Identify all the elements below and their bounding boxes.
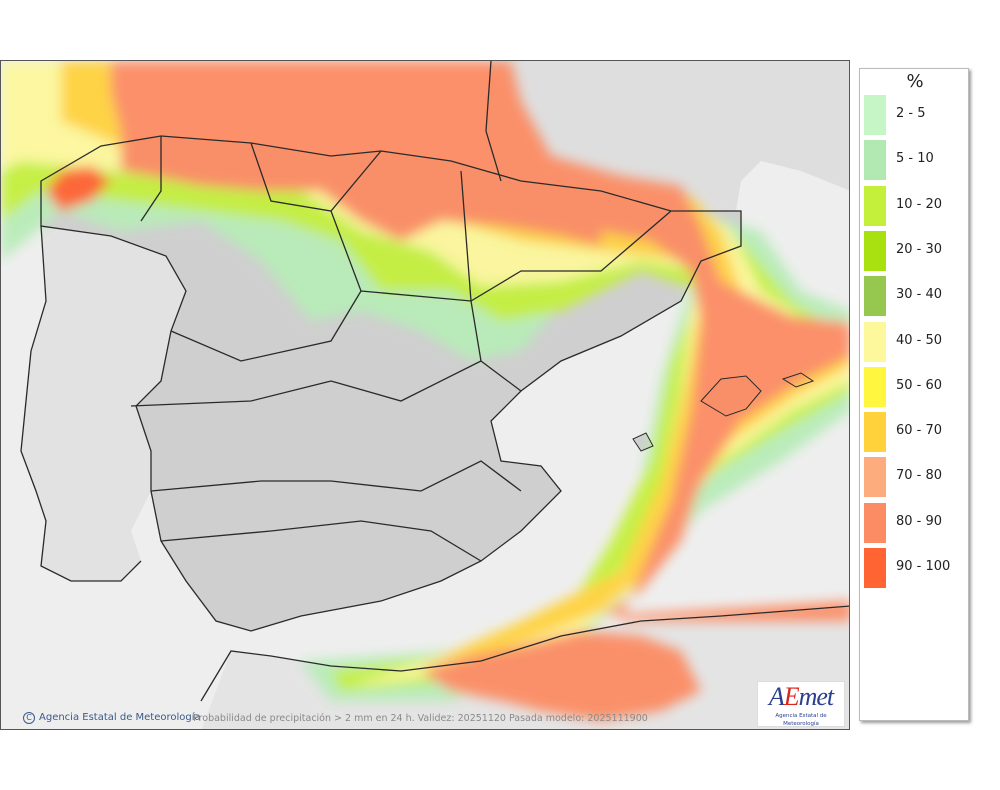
credit-text: Agencia Estatal de Meteorología: [39, 712, 201, 723]
map-frame: C Agencia Estatal de Meteorología Probabi…: [0, 60, 850, 730]
legend-label: 40 - 50: [896, 332, 943, 348]
legend-swatch: [864, 502, 886, 543]
africa-coast: [200, 605, 849, 702]
island-outlines: [632, 372, 815, 452]
legend-item: 30 - 40: [864, 276, 968, 317]
legend-item: 2 - 5: [864, 95, 968, 135]
aemet-credit: C Agencia Estatal de Meteorología: [23, 712, 201, 724]
internal-border-6: [130, 360, 482, 407]
coastline-spain: [40, 135, 742, 632]
logo-word: AEmet: [768, 682, 834, 711]
legend-swatch: [864, 321, 886, 362]
legend-swatch: [864, 140, 886, 181]
legend-item: 70 - 80: [864, 457, 968, 498]
legend-item: 5 - 10: [864, 140, 968, 181]
logo-subtitle: Agencia Estatal de Meteorología: [775, 713, 827, 727]
legend-swatch: [864, 230, 886, 271]
internal-border-7: [150, 460, 522, 492]
legend-label: 70 - 80: [896, 468, 943, 484]
legend-label: 30 - 40: [896, 287, 943, 303]
internal-border-4: [460, 170, 522, 392]
legend-swatch: [864, 185, 886, 226]
legend-item: 50 - 60: [864, 366, 968, 407]
legend-label: 90 - 100: [896, 559, 951, 574]
copyright-icon: C: [23, 712, 35, 724]
internal-border-2: [250, 142, 382, 212]
legend-label: 5 - 10: [896, 151, 934, 167]
legend-item: 20 - 30: [864, 230, 968, 271]
border-france: [485, 61, 502, 182]
legend-label: 60 - 70: [896, 423, 943, 439]
map-caption: Probabilidad de precipitación > 2 mm en …: [193, 713, 648, 724]
legend-label: 20 - 30: [896, 241, 943, 257]
internal-border-3: [330, 210, 672, 302]
internal-border-5: [170, 290, 362, 362]
legend-swatch: [864, 457, 886, 498]
legend-label: 10 - 20: [896, 196, 943, 212]
coastline-portugal: [20, 225, 142, 582]
legend-swatch: [864, 95, 886, 135]
legend-item: 40 - 50: [864, 321, 968, 362]
aemet-logo: AEmet Agencia Estatal de Meteorología: [757, 681, 845, 727]
portugal-land: [21, 226, 186, 581]
legend-swatch: [864, 276, 886, 317]
internal-border-1: [140, 136, 162, 222]
legend-label: 2 - 5: [896, 106, 926, 121]
legend-label: 50 - 60: [896, 377, 943, 393]
legend-swatch: [864, 412, 886, 453]
legend-item: 60 - 70: [864, 412, 968, 453]
precipitation-probability-map: [1, 61, 849, 729]
legend-swatch: [864, 548, 886, 588]
legend-item: 10 - 20: [864, 185, 968, 226]
probability-legend: % 2 - 5 5 - 10 10 - 20 20 - 30 30 - 40 40 - 5…: [859, 68, 969, 721]
precipitation-field: [1, 61, 849, 721]
internal-border-8: [160, 520, 482, 562]
legend-swatch: [864, 366, 886, 407]
region-borders: [20, 61, 849, 702]
legend-item: 90 - 100: [864, 548, 968, 588]
legend-label: 80 - 90: [896, 513, 943, 529]
legend-item: 80 - 90: [864, 502, 968, 543]
legend-title: %: [906, 71, 924, 92]
